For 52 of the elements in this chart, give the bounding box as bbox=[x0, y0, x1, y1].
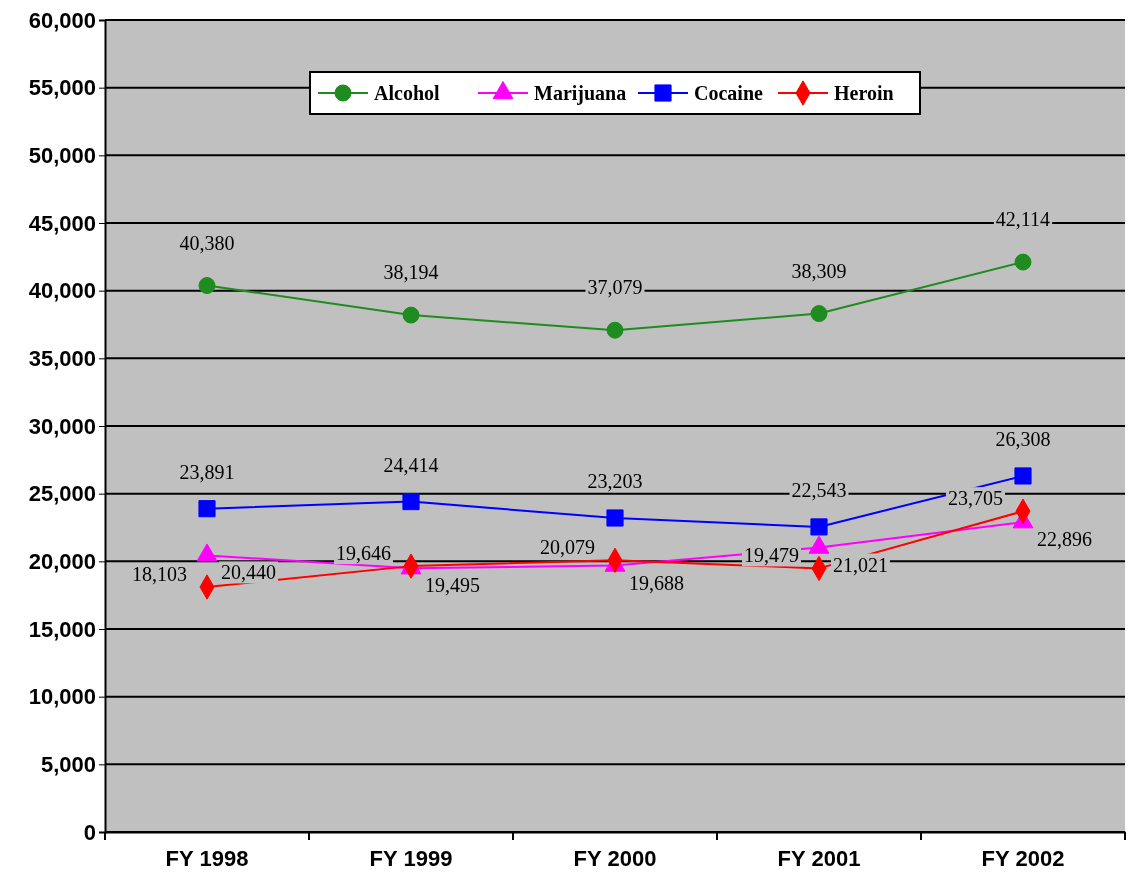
data-label: 24,414 bbox=[383, 453, 439, 476]
data-label: 40,380 bbox=[179, 231, 235, 254]
data-label: 22,543 bbox=[791, 478, 847, 501]
y-tick-label: 0 bbox=[83, 819, 96, 845]
data-label: 26,308 bbox=[995, 427, 1051, 450]
data-label: 18,103 bbox=[132, 563, 187, 586]
y-tick-label: 45,000 bbox=[28, 210, 96, 236]
data-label: 20,440 bbox=[221, 561, 276, 584]
data-label: 38,194 bbox=[383, 261, 439, 284]
data-label: 19,688 bbox=[629, 571, 684, 594]
x-tick-label: FY 2001 bbox=[777, 845, 861, 871]
data-label: 22,896 bbox=[1037, 528, 1092, 551]
y-tick-label: 15,000 bbox=[28, 616, 96, 642]
x-tick-label: FY 2002 bbox=[981, 845, 1065, 871]
x-tick-label: FY 1998 bbox=[165, 845, 249, 871]
point bbox=[198, 277, 216, 294]
x-tick-label: FY 1999 bbox=[369, 845, 453, 871]
legend-label: Marijuana bbox=[534, 82, 627, 105]
data-label: 23,203 bbox=[587, 469, 643, 492]
data-label: 42,114 bbox=[995, 208, 1051, 231]
data-label: 21,021 bbox=[833, 553, 888, 576]
legend-label: Heroin bbox=[834, 82, 894, 104]
y-tick-label: 5,000 bbox=[40, 751, 96, 777]
data-label: 23,705 bbox=[948, 487, 1003, 510]
y-tick-label: 20,000 bbox=[28, 548, 96, 574]
y-tick-label: 35,000 bbox=[28, 345, 96, 371]
data-label: 23,891 bbox=[179, 460, 235, 483]
legend-label: Alcohol bbox=[374, 82, 440, 104]
point bbox=[1014, 253, 1032, 271]
point bbox=[810, 305, 828, 323]
point bbox=[1014, 467, 1032, 485]
point bbox=[402, 306, 420, 324]
y-tick-label: 10,000 bbox=[28, 684, 96, 710]
data-label: 37,079 bbox=[587, 276, 643, 299]
y-tick-label: 50,000 bbox=[28, 142, 96, 168]
point bbox=[606, 321, 624, 339]
legend-label: Cocaine bbox=[694, 82, 763, 104]
y-tick-label: 40,000 bbox=[28, 278, 96, 304]
data-label: 19,479 bbox=[744, 544, 799, 567]
y-tick-label: 30,000 bbox=[28, 413, 96, 439]
y-tick-label: 60,000 bbox=[28, 7, 96, 33]
point bbox=[402, 493, 420, 511]
y-tick-label: 55,000 bbox=[28, 75, 96, 101]
x-tick-label: FY 2000 bbox=[573, 845, 657, 871]
point bbox=[606, 509, 624, 527]
data-label: 19,646 bbox=[336, 542, 391, 565]
point bbox=[198, 500, 216, 518]
data-label: 38,309 bbox=[791, 259, 847, 282]
data-label: 20,079 bbox=[540, 536, 595, 559]
point bbox=[810, 518, 828, 536]
data-label: 19,495 bbox=[425, 574, 480, 597]
y-tick-label: 25,000 bbox=[28, 481, 96, 507]
